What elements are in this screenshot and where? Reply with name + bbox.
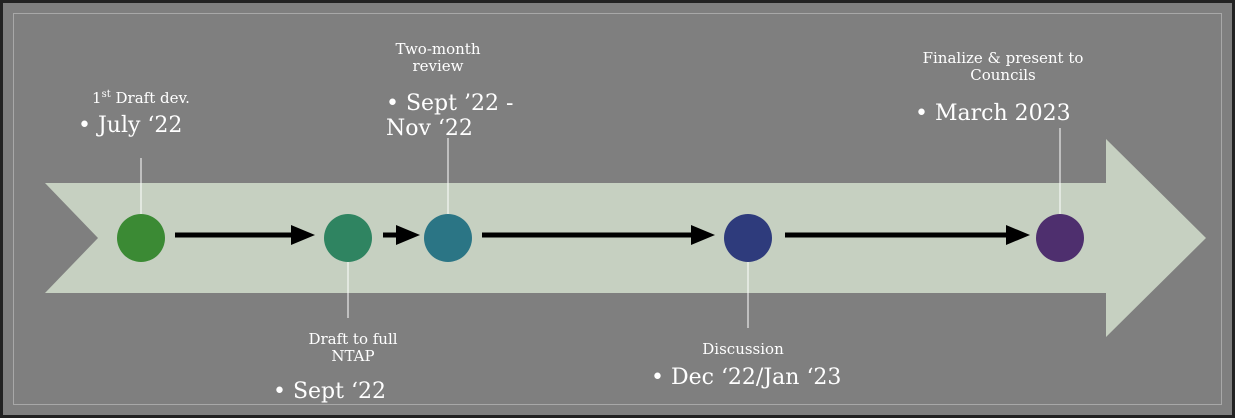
arrowhead [691,225,715,245]
milestone-label: Finalize & present to Councils [922,49,1084,85]
milestone-date: • Sept ’22 - Nov ‘22 [386,91,514,142]
milestone-label: Draft to full NTAP [308,330,398,366]
milestone-dot [117,214,165,262]
timeline [45,128,1206,337]
milestone-date: • Dec ‘22/Jan ‘23 [651,365,842,390]
milestone-dot [424,214,472,262]
big-arrow [45,139,1206,337]
label-text: 1 [92,89,102,107]
milestone-label: 1st Draft dev. [81,89,201,107]
milestone-date: • July ‘22 [78,113,183,138]
milestone-label: Two-month review [395,40,481,76]
milestone-date: • Sept ‘22 [273,379,386,404]
milestone-dot [324,214,372,262]
arrowhead [396,225,420,245]
arrowhead [1006,225,1030,245]
inner-frame [13,13,1222,405]
milestone-dot [724,214,772,262]
label-sup: st [101,89,111,100]
arrowhead [291,225,315,245]
milestone-date: • March 2023 [915,101,1071,126]
milestone-dot [1036,214,1084,262]
milestone-label: Discussion [702,340,784,358]
label-text: Draft dev. [110,89,190,107]
